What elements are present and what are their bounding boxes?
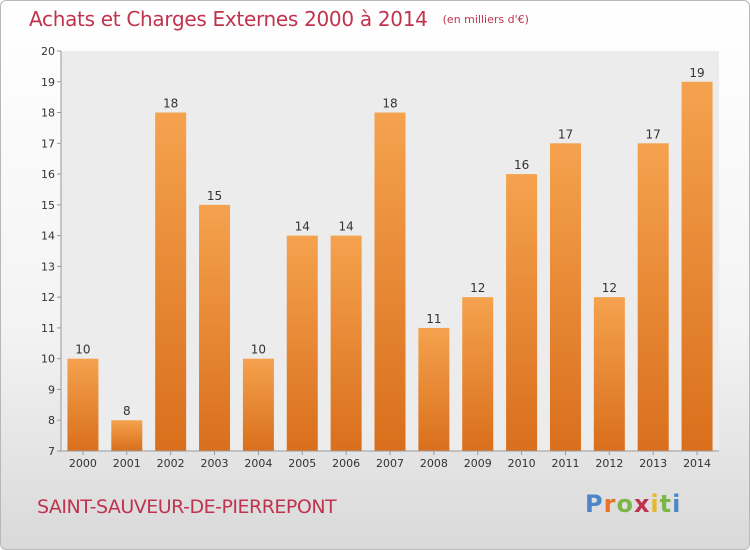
bar-chart: 7 8 9 10 11 12 13 14 15 16 17 18 19 20 10 8 18 15 10 14 14 1…	[1, 1, 749, 549]
bar-value-label: 14	[295, 220, 310, 234]
x-tick-label: 2007	[376, 457, 404, 470]
bar-value-label: 10	[75, 343, 90, 357]
bar	[287, 236, 318, 451]
x-tick-label: 2001	[113, 457, 141, 470]
x-tick-label: 2008	[420, 457, 448, 470]
y-tick-label: 20	[41, 45, 55, 58]
y-tick-label: 11	[41, 322, 55, 335]
y-tick-label: 7	[48, 445, 55, 458]
y-tick-label: 14	[41, 230, 55, 243]
bar	[375, 113, 406, 451]
bar	[506, 174, 537, 451]
logo-letter: o	[616, 490, 634, 518]
y-tick-label: 18	[41, 107, 55, 120]
logo-letter: P	[585, 490, 604, 518]
x-tick-label: 2011	[551, 457, 579, 470]
bar-value-label: 14	[338, 220, 353, 234]
x-tick-label: 2010	[508, 457, 536, 470]
bar-value-label: 10	[251, 343, 266, 357]
bar-value-label: 11	[426, 312, 441, 326]
x-tick-label: 2009	[464, 457, 492, 470]
bar	[418, 328, 449, 451]
y-tick-label: 15	[41, 199, 55, 212]
bar-value-label: 18	[163, 97, 178, 111]
bar	[199, 205, 230, 451]
x-tick-label: 2012	[595, 457, 623, 470]
x-axis: 2000 2001 2002 2003 2004 2005 2006 2007 2008 2009…	[61, 451, 719, 470]
bar-value-label: 19	[689, 66, 704, 80]
bar	[638, 143, 669, 451]
y-tick-label: 16	[41, 168, 55, 181]
proxiti-logo[interactable]: Proxiti	[585, 490, 681, 518]
bar-value-label: 8	[123, 404, 131, 418]
bar	[594, 297, 625, 451]
bar-value-label: 17	[558, 127, 573, 141]
chart-frame: Achats et Charges Externes 2000 à 2014 (…	[0, 0, 750, 550]
x-tick-label: 2005	[288, 457, 316, 470]
bar	[243, 359, 274, 451]
bar-value-label: 15	[207, 189, 222, 203]
logo-letter: i	[650, 490, 659, 518]
bar-value-label: 12	[470, 281, 485, 295]
x-tick-label: 2014	[683, 457, 711, 470]
bar	[550, 143, 581, 451]
logo-letter: r	[604, 490, 617, 518]
y-tick-label: 19	[41, 76, 55, 89]
logo-letter: x	[634, 490, 650, 518]
x-tick-label: 2013	[639, 457, 667, 470]
bar-value-label: 16	[514, 158, 529, 172]
bar-value-label: 18	[382, 97, 397, 111]
bar	[682, 82, 713, 451]
y-tick-label: 17	[41, 137, 55, 150]
x-tick-label: 2006	[332, 457, 360, 470]
bar	[67, 359, 98, 451]
bar-value-label: 17	[646, 127, 661, 141]
x-tick-label: 2000	[69, 457, 97, 470]
x-tick-label: 2004	[244, 457, 272, 470]
y-tick-label: 13	[41, 260, 55, 273]
bar	[462, 297, 493, 451]
bar	[331, 236, 362, 451]
bar-value-label: 12	[602, 281, 617, 295]
y-axis: 7 8 9 10 11 12 13 14 15 16 17 18 19 20	[41, 45, 61, 458]
x-tick-label: 2002	[157, 457, 185, 470]
y-tick-label: 12	[41, 291, 55, 304]
logo-letter: t	[660, 490, 672, 518]
y-tick-label: 10	[41, 353, 55, 366]
x-tick-label: 2003	[201, 457, 229, 470]
bar	[155, 113, 186, 451]
bar	[111, 420, 142, 451]
y-tick-label: 8	[48, 414, 55, 427]
city-name: SAINT-SAUVEUR-DE-PIERREPONT	[37, 496, 336, 518]
logo-letter: i	[672, 490, 681, 518]
y-tick-label: 9	[48, 383, 55, 396]
